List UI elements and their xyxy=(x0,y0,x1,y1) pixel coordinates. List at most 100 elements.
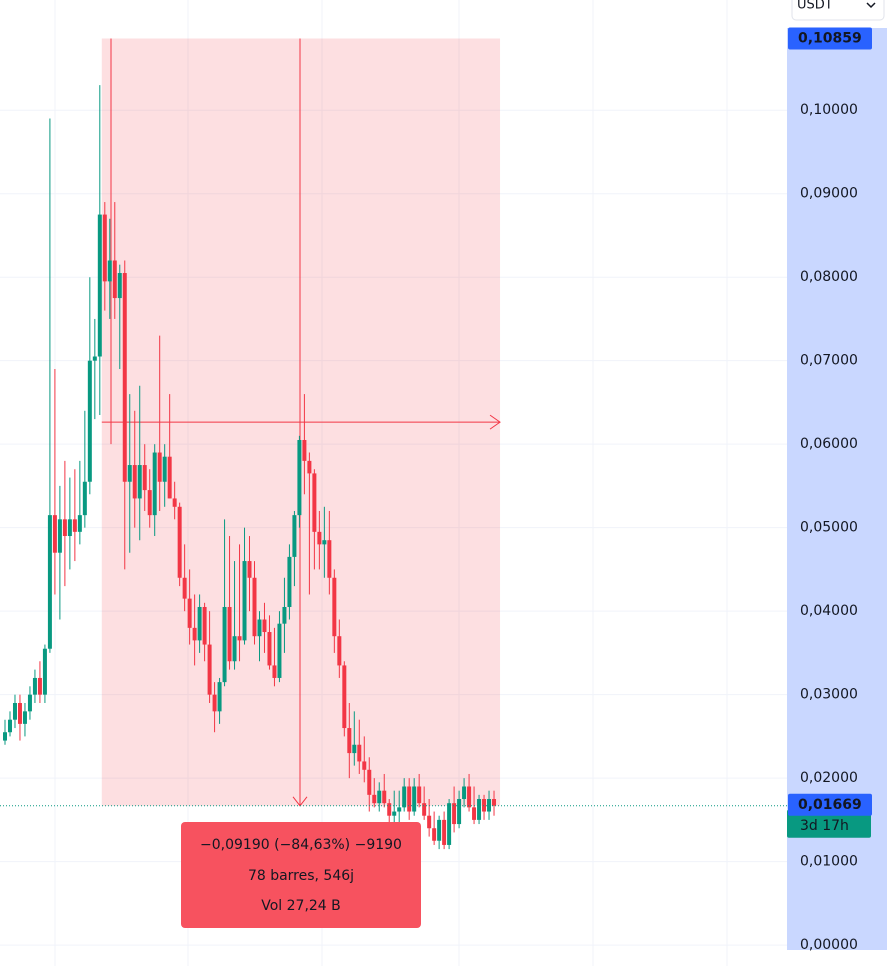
price-badge xyxy=(788,793,872,816)
candle-body xyxy=(477,799,482,820)
candle-body xyxy=(232,636,237,662)
candle-body xyxy=(197,606,202,641)
candle-body xyxy=(177,506,182,578)
candle-body xyxy=(342,665,347,729)
candle-body xyxy=(302,440,307,461)
y-tick-label: 0,06000 xyxy=(800,436,858,452)
candle-body xyxy=(122,273,127,482)
price-label: 0,01669 xyxy=(798,797,862,813)
candle-body xyxy=(152,452,157,516)
candle-body xyxy=(367,769,372,795)
candle-body xyxy=(332,577,337,637)
candle-body xyxy=(297,440,302,516)
candle-body xyxy=(57,519,62,553)
candle-body xyxy=(42,648,47,695)
candle-body xyxy=(447,803,452,845)
candle-body xyxy=(127,465,132,482)
y-tick-label: 0,01000 xyxy=(800,854,858,870)
candle-body xyxy=(182,577,187,599)
candle-body xyxy=(77,515,82,532)
candle-body xyxy=(102,214,107,282)
candle-body xyxy=(427,815,432,829)
candle-body xyxy=(262,619,267,633)
candle-body xyxy=(277,623,282,678)
candle-body xyxy=(382,790,387,804)
candle-body xyxy=(97,214,102,357)
y-tick-label: 0,04000 xyxy=(800,603,858,619)
y-tick-label: 0,02000 xyxy=(800,770,858,786)
candle-body xyxy=(492,799,497,806)
candle-body xyxy=(82,481,87,516)
candle-body xyxy=(347,728,352,754)
candle-body xyxy=(37,677,42,695)
candle-body xyxy=(252,577,257,637)
candle-body xyxy=(287,556,292,607)
candle-body xyxy=(372,794,377,804)
candle-body xyxy=(202,606,207,645)
candle-body xyxy=(32,677,37,695)
candle-body xyxy=(357,744,362,762)
candle-body xyxy=(167,456,172,499)
candle-body xyxy=(282,606,287,624)
measure-h-arrow xyxy=(489,414,501,430)
candle-body xyxy=(472,807,477,820)
currency: USDT xyxy=(797,0,833,13)
candle-body xyxy=(67,519,72,537)
candle-body xyxy=(12,703,17,720)
vertical-grid xyxy=(54,0,728,966)
candle-body xyxy=(217,682,222,712)
candle-body xyxy=(247,561,252,578)
measure-change: −0,09190 (−84,63%) −9190 xyxy=(200,837,402,853)
candle-body xyxy=(482,799,487,812)
candle-body xyxy=(362,761,367,770)
y-tick-label: 0,03000 xyxy=(800,687,858,703)
candle-body xyxy=(272,665,277,678)
candle-body xyxy=(267,632,272,666)
candle-body xyxy=(212,694,217,712)
candle-body xyxy=(22,711,27,724)
candle-body xyxy=(377,790,382,804)
candle-body xyxy=(87,360,92,482)
candle-body xyxy=(147,490,152,516)
high-badge xyxy=(788,27,872,50)
candle-body xyxy=(307,460,312,474)
candle-body xyxy=(132,465,137,499)
candle-body xyxy=(417,786,422,804)
candle-body xyxy=(387,803,392,816)
countdown: 3d 17h xyxy=(800,818,849,834)
candle-body xyxy=(192,627,197,641)
candle-body xyxy=(107,260,112,282)
candle-body xyxy=(242,561,247,641)
measure-volume: Vol 27,24 B xyxy=(261,898,341,914)
candle-body xyxy=(172,498,177,507)
candle-body xyxy=(487,799,492,812)
candle-body xyxy=(322,540,327,545)
candle-body xyxy=(257,619,262,637)
candle-body xyxy=(312,473,317,532)
candle-body xyxy=(187,598,192,628)
candle-body xyxy=(432,828,437,841)
measure-info xyxy=(181,822,421,928)
y-tick-label: 0,07000 xyxy=(800,353,858,369)
candle-body xyxy=(137,465,142,499)
candle-body xyxy=(292,515,297,557)
y-tick-label: 0,05000 xyxy=(800,520,858,536)
candle-body xyxy=(327,540,332,578)
candle-body xyxy=(52,515,57,553)
candle-body xyxy=(142,465,147,491)
candle-body xyxy=(437,819,442,841)
candle-body xyxy=(3,732,7,741)
candle-body xyxy=(392,811,397,816)
candle-body xyxy=(452,803,457,825)
high-label: 0,10859 xyxy=(798,30,862,46)
candle-body xyxy=(117,273,122,299)
candle-body xyxy=(457,799,462,825)
countdown-badge xyxy=(787,809,871,838)
candle-body xyxy=(62,519,67,537)
currency-select[interactable]: USDT xyxy=(791,0,885,21)
candle-body xyxy=(162,456,167,482)
candle-body xyxy=(442,819,447,845)
candle-body xyxy=(112,260,117,299)
